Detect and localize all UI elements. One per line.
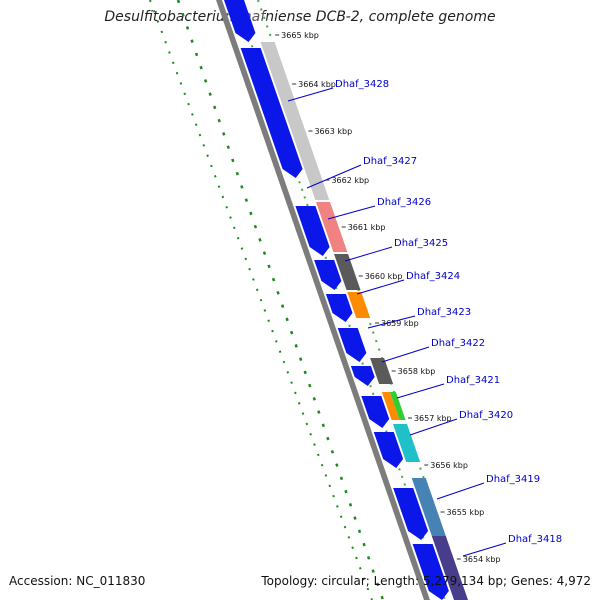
tick-label: 3659 kbp xyxy=(381,319,419,328)
gene-label-leader xyxy=(306,164,362,189)
gene-label: Dhaf_3421 xyxy=(446,375,500,386)
gene-label: Dhaf_3423 xyxy=(417,307,471,318)
cog-feature xyxy=(392,424,421,462)
gc-dots-outer xyxy=(149,0,373,600)
gene-arrow xyxy=(240,48,303,178)
gene-arrow xyxy=(361,396,390,428)
tick-label: 3661 kbp xyxy=(348,223,386,232)
tick-label: 3658 kbp xyxy=(398,367,436,376)
gene-arrow xyxy=(224,0,256,42)
cog-feature xyxy=(260,42,330,200)
cog-feature xyxy=(381,392,400,420)
cog-track xyxy=(260,42,468,600)
gene-label-leader xyxy=(287,87,334,102)
tick-label: 3664 kbp xyxy=(298,80,336,89)
gene-label: Dhaf_3419 xyxy=(486,474,540,485)
gene-arrow xyxy=(393,488,429,540)
map-title: Desulfitobacterium hafniense DCB-2, comp… xyxy=(104,9,496,25)
tick-label: 3656 kbp xyxy=(430,461,468,470)
gene-label: Dhaf_3425 xyxy=(394,238,448,249)
cog-feature xyxy=(431,536,468,600)
tick-label: 3654 kbp xyxy=(463,555,501,564)
gene-label-leader xyxy=(381,346,430,363)
gene-arrow xyxy=(350,366,375,386)
tick-label: 3655 kbp xyxy=(447,508,485,517)
gene-label: Dhaf_3426 xyxy=(377,197,431,208)
gene-label-leader xyxy=(327,205,376,220)
gene-label: Dhaf_3422 xyxy=(431,338,485,349)
gene-label: Dhaf_3424 xyxy=(406,271,460,282)
gene-arrow xyxy=(314,260,342,290)
gene-arrow xyxy=(337,328,367,362)
gene-label: Dhaf_3418 xyxy=(508,534,562,545)
tick-label: 3662 kbp xyxy=(331,176,369,185)
cog-feature xyxy=(389,392,406,420)
gene-label-track: Dhaf_3428 Dhaf_3427 Dhaf_3426 Dhaf_3425 Dhaf… xyxy=(287,79,562,557)
tick-label: 3660 kbp xyxy=(365,272,403,281)
gene-label-leader xyxy=(396,383,445,399)
gene-track xyxy=(224,0,449,600)
gene-arrow xyxy=(373,432,404,468)
gene-label-leader xyxy=(367,315,416,329)
tick-label: 3657 kbp xyxy=(414,414,452,423)
gene-label-leader xyxy=(409,418,458,436)
cog-feature xyxy=(347,292,371,318)
tick-label: 3663 kbp xyxy=(314,127,352,136)
cog-feature xyxy=(316,202,348,252)
backbone-line xyxy=(216,0,430,600)
gene-arrow xyxy=(412,544,449,600)
gene-label-leader xyxy=(356,279,405,295)
cog-feature xyxy=(370,358,394,384)
cog-feature xyxy=(334,254,361,290)
accession-text: Accession: NC_011830 xyxy=(9,574,146,588)
gene-label: Dhaf_3427 xyxy=(363,156,417,167)
cog-feature xyxy=(411,478,447,538)
tick-label: 3665 kbp xyxy=(281,31,319,40)
gene-label-leader xyxy=(462,542,507,557)
gene-label-leader xyxy=(436,482,485,500)
gene-label: Dhaf_3420 xyxy=(459,410,513,421)
topology-text: Topology: circular; Length: 5,279,134 bp… xyxy=(261,574,591,588)
tick-track: 3665 kbp 3664 kbp 3663 kbp 3662 kbp 3661 kbp… xyxy=(275,31,501,564)
gene-arrow xyxy=(295,206,330,256)
gene-label-leader xyxy=(344,246,393,262)
gene-arrow xyxy=(325,294,353,322)
gene-label: Dhaf_3428 xyxy=(335,79,389,90)
